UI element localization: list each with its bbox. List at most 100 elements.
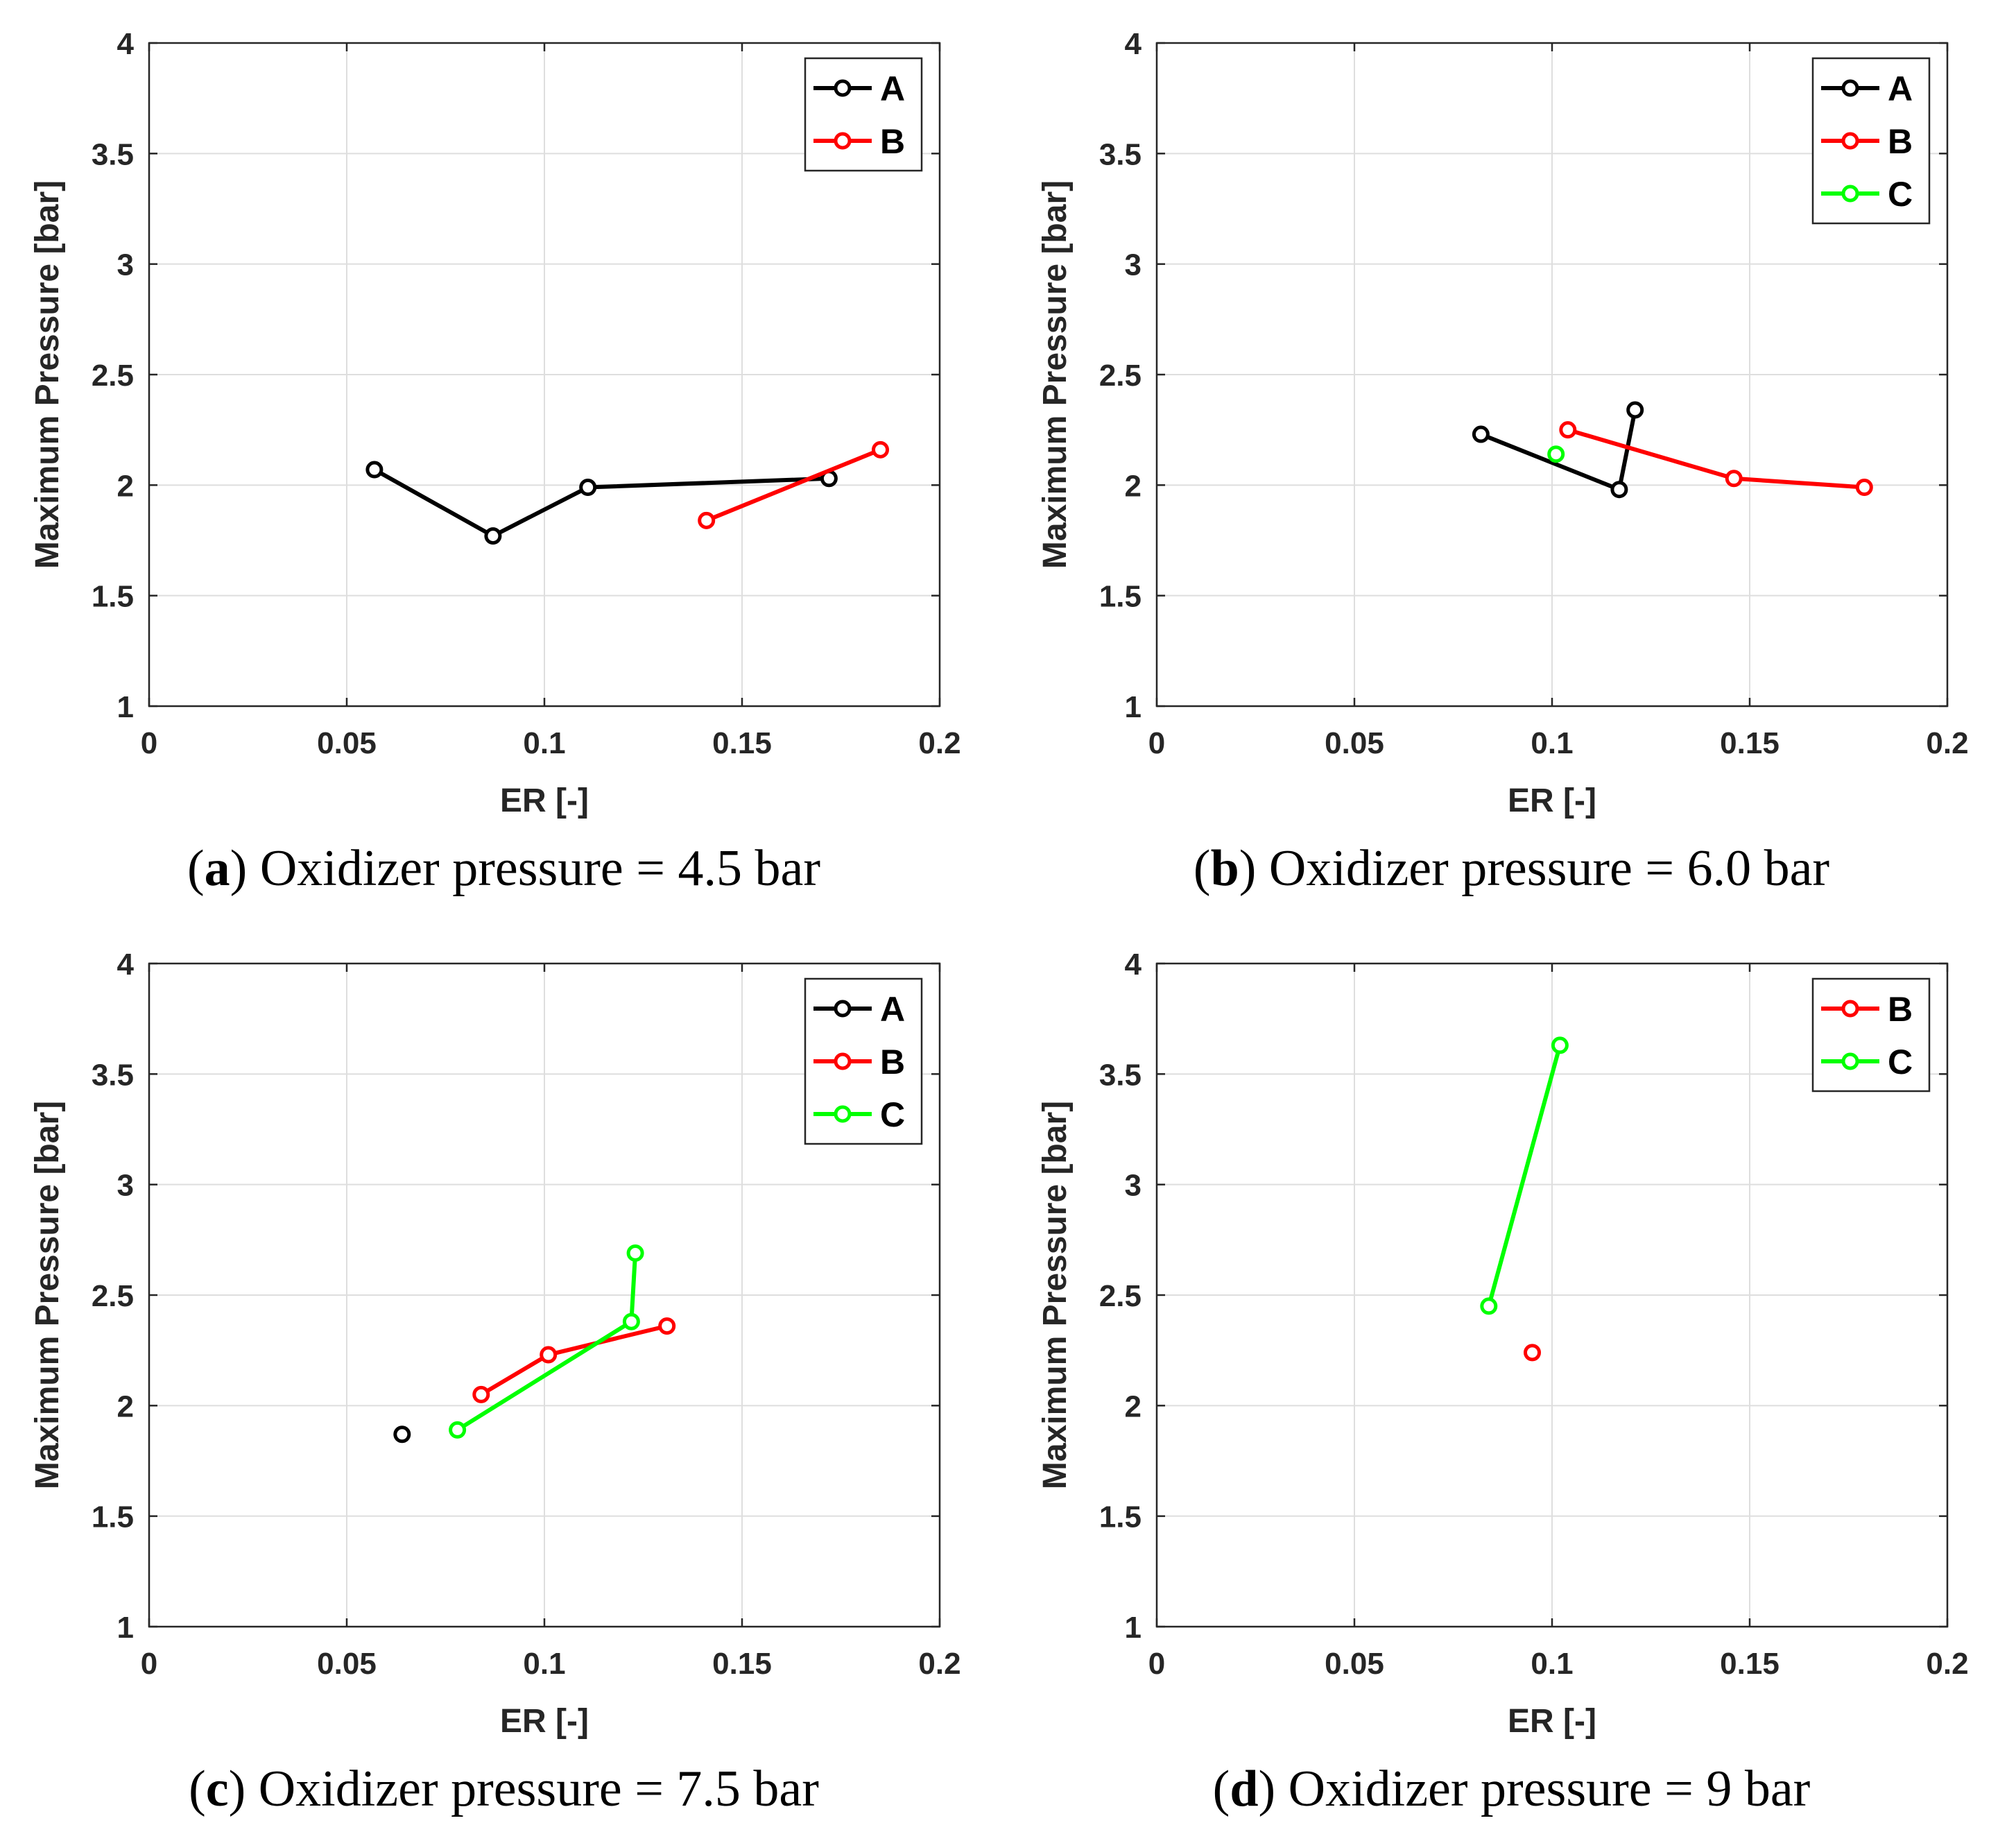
y-tick-label: 4 [117, 27, 135, 61]
legend-marker-A [834, 79, 852, 97]
y-tick-label: 2 [117, 469, 134, 503]
data-point-C [1551, 1036, 1569, 1054]
y-tick-label: 3 [117, 248, 134, 282]
legend-box [1811, 977, 1931, 1093]
y-tick-label: 2.5 [92, 359, 134, 393]
caption-text: Oxidizer pressure = 9 bar [1288, 1761, 1811, 1817]
y-tick-label: 1 [117, 690, 134, 724]
x-tick-label: 0.1 [523, 1647, 565, 1681]
legend-label-A: A [1888, 69, 1913, 108]
data-point-B [698, 511, 716, 529]
y-tick-label: 1.5 [92, 580, 134, 614]
data-point-B [658, 1317, 676, 1335]
series-line-B [704, 447, 883, 523]
x-tick-label: 0.1 [523, 726, 565, 760]
caption-letter: b [1210, 840, 1239, 897]
y-tick-label: 1.5 [1099, 1500, 1141, 1534]
data-point-A [484, 527, 502, 545]
x-tick-label: 0.2 [1926, 726, 1968, 760]
legend-label-B: B [880, 1043, 905, 1081]
data-point-B [1559, 421, 1577, 439]
data-point-C [622, 1312, 640, 1330]
y-tick-label: 3 [117, 1169, 134, 1203]
y-axis-title: Maximum Pressure [bar] [29, 180, 66, 569]
y-tick-label: 3.5 [1099, 1058, 1141, 1092]
legend-marker-B [1841, 132, 1859, 150]
data-point-C [449, 1421, 467, 1439]
chart-c: 0 0.05 0.1 0.15 0.2 1 1.5 2 2.5 3 3.5 4 ER [-] Maximu… [29, 948, 961, 1740]
x-tick-label: 0.15 [712, 1647, 772, 1681]
legend-marker-B [834, 1052, 852, 1070]
x-axis-title: ER [-] [500, 1703, 589, 1740]
chart-d: 0 0.05 0.1 0.15 0.2 1 1.5 2 2.5 3 3.5 4 ER [-] Maximu… [1037, 948, 1969, 1740]
caption-a: (a) Oxidizer pressure = 4.5 bar [187, 840, 820, 897]
y-tick-label: 1.5 [1099, 580, 1141, 614]
y-tick-label: 1 [117, 1611, 134, 1645]
caption-text: Oxidizer pressure = 4.5 bar [259, 840, 820, 897]
data-point-A [393, 1425, 411, 1444]
x-tick-label: 0.15 [1720, 1647, 1780, 1681]
panel-a: 0 0.05 0.1 0.15 0.2 1 1.5 2 2.5 3 3.5 4 ER [-] Maximu… [0, 0, 1008, 920]
legend-label-B: B [1888, 122, 1913, 161]
x-tick-label: 0.05 [317, 1647, 377, 1681]
x-tick-label: 0.1 [1531, 726, 1573, 760]
data-point-A [365, 461, 384, 479]
y-tick-label: 2 [117, 1389, 134, 1423]
data-point-B [1524, 1344, 1541, 1362]
x-tick-label: 0.05 [1325, 726, 1384, 760]
legend-label-A: A [880, 69, 905, 108]
x-tick-label: 0.05 [317, 726, 377, 760]
legend-label-C: C [1888, 175, 1913, 214]
y-tick-label: 2.5 [1099, 1279, 1141, 1313]
legend-label-A: A [880, 990, 905, 1029]
y-axis-title: Maximum Pressure [bar] [29, 1101, 66, 1489]
x-tick-label: 0.15 [712, 726, 772, 760]
x-tick-label: 0.2 [1926, 1647, 1968, 1681]
y-tick-label: 2.5 [1099, 359, 1141, 393]
x-axis-title: ER [-] [500, 782, 589, 819]
y-tick-label: 3 [1125, 1169, 1141, 1203]
caption-b: (b) Oxidizer pressure = 6.0 bar [1193, 840, 1830, 897]
caption-text: Oxidizer pressure = 6.0 bar [1268, 840, 1830, 897]
y-tick-label: 3.5 [1099, 137, 1141, 171]
y-axis-title: Maximum Pressure [bar] [1037, 180, 1074, 569]
caption-text: Oxidizer pressure = 7.5 bar [258, 1761, 819, 1817]
y-axis-title: Maximum Pressure [bar] [1037, 1101, 1074, 1489]
legend-label-C: C [1888, 1043, 1913, 1081]
legend-marker-B [1841, 1000, 1859, 1018]
legend-marker-A [834, 1000, 852, 1018]
caption-c: (c) Oxidizer pressure = 7.5 bar [189, 1761, 819, 1817]
x-tick-label: 0.2 [918, 726, 960, 760]
x-tick-label: 0.05 [1325, 1647, 1384, 1681]
legend-box [804, 57, 923, 172]
data-point-A [579, 479, 597, 497]
panel-c: 0 0.05 0.1 0.15 0.2 1 1.5 2 2.5 3 3.5 4 ER [-] Maximu… [0, 920, 1008, 1841]
data-point-B [1855, 479, 1873, 497]
legend-label-B: B [880, 122, 905, 161]
y-tick-label: 4 [1125, 27, 1142, 61]
caption-letter: a [204, 840, 230, 897]
chart-b: 0 0.05 0.1 0.15 0.2 1 1.5 2 2.5 3 3.5 4 ER [-] Maximu… [1037, 27, 1969, 819]
x-tick-label: 0 [141, 1647, 157, 1681]
panel-b: 0 0.05 0.1 0.15 0.2 1 1.5 2 2.5 3 3.5 4 ER [-] Maximu… [1008, 0, 2015, 920]
x-tick-label: 0.15 [1720, 726, 1780, 760]
y-tick-label: 1 [1125, 690, 1141, 724]
data-point-C [1547, 445, 1565, 463]
series-line-A [372, 468, 832, 538]
x-axis-title: ER [-] [1508, 782, 1596, 819]
legend-marker-A [1841, 79, 1859, 97]
y-tick-label: 2 [1125, 1389, 1141, 1423]
data-point-A [1610, 481, 1628, 499]
data-point-B [472, 1385, 490, 1403]
series-line-C [1486, 1043, 1562, 1308]
y-tick-label: 1.5 [92, 1500, 134, 1534]
legend-marker-C [1841, 185, 1859, 203]
caption-d: (d) Oxidizer pressure = 9 bar [1212, 1761, 1811, 1817]
data-point-C [1480, 1297, 1498, 1315]
x-tick-label: 0 [1148, 726, 1165, 760]
legend-label-C: C [880, 1095, 905, 1134]
caption-letter: d [1230, 1761, 1259, 1817]
x-tick-label: 0 [141, 726, 157, 760]
legend-marker-C [1841, 1052, 1859, 1070]
y-tick-label: 2.5 [92, 1279, 134, 1313]
